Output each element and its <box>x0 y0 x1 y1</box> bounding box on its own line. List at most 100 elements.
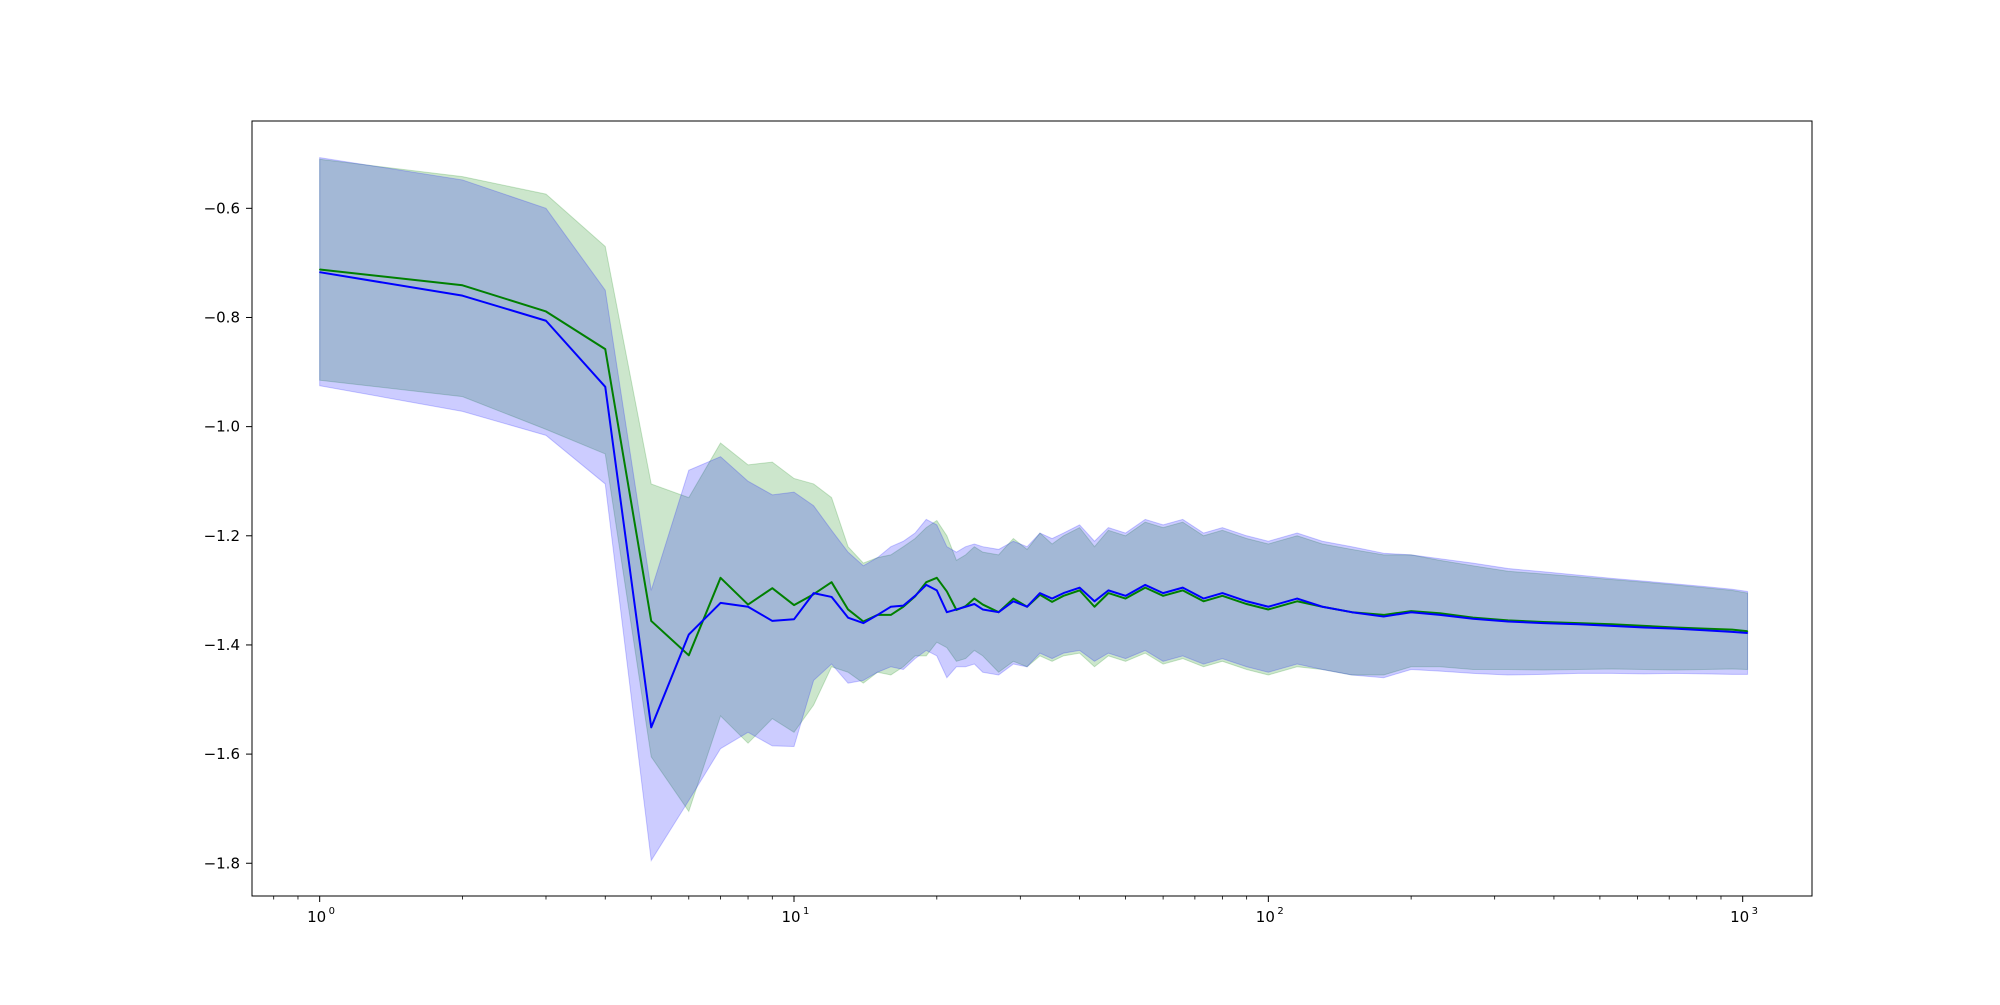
series-1-point <box>1012 597 1014 600</box>
series-1-point <box>1051 601 1053 603</box>
series-1-point <box>1296 600 1298 602</box>
series-2-point <box>1221 592 1223 594</box>
series-2-point <box>1439 614 1441 616</box>
series-2-point <box>1107 589 1109 591</box>
y-tick-label: −1.8 <box>204 854 240 872</box>
series-1-point <box>847 608 849 611</box>
series-2-point <box>982 608 984 611</box>
series-2-point <box>876 614 879 616</box>
series-2-point <box>688 633 690 636</box>
series-1-point <box>1202 600 1205 602</box>
series-2-point <box>1351 611 1353 613</box>
series-2-point <box>604 386 606 388</box>
x-tick-exponent: 1 <box>803 906 809 917</box>
series-2-point <box>1472 618 1474 620</box>
series-2-point <box>1078 587 1081 589</box>
series-2-point <box>914 595 916 597</box>
series-1-point <box>1078 589 1081 591</box>
series-2-point <box>847 617 849 619</box>
series-2-point <box>1410 611 1412 613</box>
series-1-point <box>973 597 975 600</box>
x-tick-exponent: 2 <box>1277 906 1283 917</box>
series-2-point <box>830 596 833 598</box>
series-2-point <box>1051 597 1053 600</box>
series-2-point <box>1674 627 1676 630</box>
series-1-point <box>1182 589 1184 591</box>
series-2-point <box>1246 600 1248 602</box>
x-tick-label: 10 <box>1256 908 1275 926</box>
series-2-point <box>1611 625 1613 627</box>
series-2-point <box>964 606 967 608</box>
series-2-point <box>747 606 749 608</box>
series-1-point <box>461 284 464 286</box>
series-2-point <box>1202 597 1205 600</box>
series-1-point <box>925 581 927 583</box>
series-2-point <box>1542 622 1544 624</box>
series-2-point <box>936 589 938 591</box>
x-tick-exponent: 0 <box>329 906 335 917</box>
series-2-point <box>946 611 948 613</box>
series-1-point <box>1093 606 1096 608</box>
series-2-point <box>1507 620 1509 623</box>
series-1-point <box>650 620 652 622</box>
series-2-point <box>719 602 722 604</box>
series-1-point <box>1383 614 1385 616</box>
series-2-point <box>1383 615 1385 618</box>
series-2-point <box>1731 631 1733 633</box>
series-1-point <box>747 603 749 606</box>
series-2-point <box>771 620 773 622</box>
series-2-line <box>319 271 1748 729</box>
series-2-point <box>1062 592 1065 594</box>
series-1-point <box>1124 597 1127 600</box>
x-tick-label: 10 <box>1730 908 1749 926</box>
series-1-line <box>319 268 1748 657</box>
series-2-point <box>1577 623 1579 625</box>
series-2-point <box>973 603 975 605</box>
series-1-point <box>1246 603 1248 605</box>
plot-frame <box>251 120 1813 897</box>
series-1-point <box>1107 592 1109 594</box>
series-1-point <box>830 581 833 583</box>
series-2-point <box>862 622 864 624</box>
series-1-band <box>319 158 1749 813</box>
y-tick-label: −0.8 <box>204 308 240 326</box>
series-1-point <box>1643 625 1645 627</box>
series-1-point <box>936 577 938 579</box>
series-1-point <box>1144 587 1146 589</box>
x-tick-label: 10 <box>307 908 326 926</box>
series-2-line-group <box>319 271 1749 729</box>
bands-layer <box>319 156 1749 862</box>
series-2-point <box>1296 597 1298 600</box>
series-2-point <box>1321 606 1323 608</box>
y-tick-label: −0.6 <box>204 199 240 217</box>
series-2-band <box>319 156 1749 862</box>
series-1-point <box>1221 595 1223 597</box>
series-1-point <box>946 590 948 593</box>
series-1-point <box>890 614 892 616</box>
series-1-point <box>771 587 773 589</box>
series-2-point <box>1703 629 1705 631</box>
lines-layer <box>319 268 1749 729</box>
series-2-point <box>1643 626 1645 629</box>
series-2-point <box>890 606 892 608</box>
series-2-point <box>1162 592 1164 594</box>
series-2-point <box>1746 632 1749 634</box>
series-2-point <box>461 295 464 297</box>
series-1-point <box>1731 629 1733 631</box>
x-axis: 10 0 10 1 10 2 10 3 <box>273 896 1758 926</box>
series-2-point <box>1144 584 1146 586</box>
series-1-point <box>719 577 722 579</box>
series-1-point <box>319 268 321 271</box>
series-2-point <box>998 611 1000 613</box>
series-1-point <box>1062 595 1065 597</box>
x-tick-label: 10 <box>781 908 800 926</box>
series-2-point <box>1039 592 1041 594</box>
series-1-point <box>793 604 795 606</box>
series-2-point <box>1124 595 1127 597</box>
series-2-point <box>1182 587 1184 589</box>
x-tick-exponent: 3 <box>1752 906 1758 917</box>
series-2-point <box>1093 600 1096 602</box>
series-2-point <box>650 726 652 728</box>
y-axis: −0.6 −0.8 −1.0 −1.2 −1.4 −1.6 −1.8 <box>204 199 252 872</box>
